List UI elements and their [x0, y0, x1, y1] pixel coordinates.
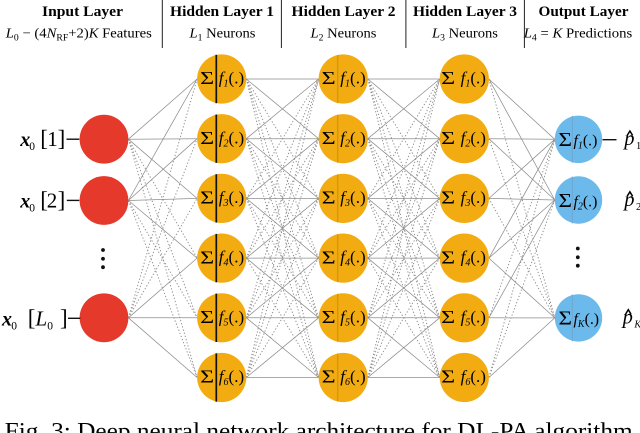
svg-text:pK: pK — [621, 307, 640, 331]
svg-text:Σ: Σ — [200, 367, 214, 387]
svg-text:f1(.): f1(.) — [461, 69, 486, 90]
svg-text:f6(.): f6(.) — [219, 367, 244, 388]
svg-text:Σ: Σ — [441, 307, 455, 327]
svg-text:f1(.): f1(.) — [574, 133, 598, 152]
svg-text:Σ: Σ — [200, 307, 214, 327]
svg-text:x0[1]: x0 [1] — [19, 126, 65, 153]
svg-text:Σ: Σ — [322, 307, 336, 327]
svg-text:x0[L0]: x0 [L0] — [1, 305, 68, 332]
svg-text:f2(.): f2(.) — [340, 128, 365, 149]
svg-text:f4(.): f4(.) — [461, 248, 486, 269]
svg-text:Σ: Σ — [322, 68, 336, 88]
svg-text:Σ: Σ — [441, 247, 455, 267]
svg-text:Σ: Σ — [441, 367, 455, 387]
svg-text:f2(.): f2(.) — [219, 128, 244, 149]
svg-text:L3 Neurons: L3 Neurons — [431, 26, 498, 43]
svg-text:f2(.): f2(.) — [461, 128, 486, 149]
svg-text:Fig. 3: Deep neural network ar: Fig. 3: Deep neural network architecture… — [5, 419, 633, 433]
svg-text:f3(.): f3(.) — [340, 188, 365, 209]
svg-text:f3(.): f3(.) — [219, 188, 244, 209]
svg-text:Σ: Σ — [322, 128, 336, 148]
svg-text:Σ: Σ — [322, 367, 336, 387]
svg-text:Σ: Σ — [200, 247, 214, 267]
svg-text:f3(.): f3(.) — [461, 188, 486, 209]
svg-text:Hidden Layer 2: Hidden Layer 2 — [292, 4, 396, 20]
svg-text:f4(.): f4(.) — [219, 248, 244, 269]
svg-text:L1 Neurons: L1 Neurons — [188, 26, 255, 43]
svg-text:Σ: Σ — [322, 188, 336, 208]
svg-text:Σ: Σ — [200, 188, 214, 208]
svg-text:x0[2]: x0 [2] — [19, 187, 65, 214]
svg-text:fK(.): fK(.) — [574, 311, 600, 330]
svg-text:L2 Neurons: L2 Neurons — [309, 26, 376, 43]
svg-text:Hidden Layer 3: Hidden Layer 3 — [413, 4, 517, 20]
svg-text:L4 = K Predictions: L4 = K Predictions — [523, 26, 633, 43]
svg-text:f6(.): f6(.) — [461, 367, 486, 388]
svg-text:f5(.): f5(.) — [461, 307, 486, 328]
svg-text:f4(.): f4(.) — [340, 248, 365, 269]
svg-text:Σ: Σ — [322, 247, 336, 267]
svg-text:Σ: Σ — [200, 68, 214, 88]
svg-text:Σ: Σ — [200, 128, 214, 148]
svg-text:Output Layer: Output Layer — [539, 4, 629, 20]
svg-text:Input Layer: Input Layer — [42, 4, 123, 20]
svg-text:Σ: Σ — [441, 68, 455, 88]
svg-text:Hidden Layer 1: Hidden Layer 1 — [170, 4, 274, 20]
svg-text:Σ: Σ — [559, 309, 573, 330]
svg-text:f1(.): f1(.) — [219, 69, 244, 90]
svg-text:Σ: Σ — [441, 128, 455, 148]
svg-text:f5(.): f5(.) — [219, 307, 244, 328]
svg-text:f6(.): f6(.) — [340, 367, 365, 388]
svg-text:f2(.): f2(.) — [574, 193, 598, 212]
svg-text:f5(.): f5(.) — [340, 307, 365, 328]
svg-text:Σ: Σ — [559, 191, 573, 212]
svg-text:f1(.): f1(.) — [340, 69, 365, 90]
svg-text:Σ: Σ — [441, 188, 455, 208]
svg-text:Σ: Σ — [559, 130, 573, 151]
